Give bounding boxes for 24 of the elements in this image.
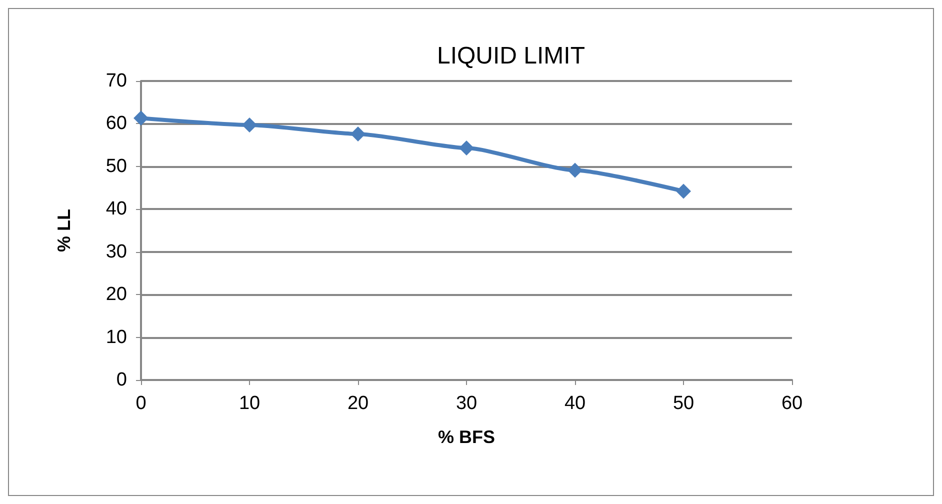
y-tick-label: 0 bbox=[116, 370, 127, 390]
point bbox=[676, 184, 691, 199]
x-axis-title: % BFS bbox=[438, 427, 496, 447]
point bbox=[459, 140, 474, 156]
y-tick-label: 70 bbox=[106, 70, 127, 92]
y-tick-label: 50 bbox=[106, 156, 127, 177]
y-axis-title: % LL bbox=[54, 209, 74, 252]
y-tick-label: 40 bbox=[106, 198, 127, 220]
point bbox=[568, 162, 582, 178]
y-tick-label: 20 bbox=[106, 284, 127, 306]
x-tick-label: 10 bbox=[238, 393, 260, 414]
x-tick-label: 20 bbox=[347, 393, 369, 414]
point bbox=[350, 126, 366, 142]
x-tick-label: 50 bbox=[672, 393, 694, 414]
point bbox=[242, 117, 257, 132]
chart-title: LIQUID LIMIT bbox=[436, 42, 586, 70]
x-tick-label: 60 bbox=[781, 393, 803, 414]
y-tick-label: 30 bbox=[106, 241, 127, 262]
point bbox=[134, 110, 148, 126]
x-tick-label: 0 bbox=[136, 393, 146, 414]
x-tick-label: 40 bbox=[564, 393, 586, 414]
y-tick-label: 10 bbox=[106, 326, 127, 348]
y-tick-label: 60 bbox=[106, 113, 127, 134]
x-tick-label: 30 bbox=[456, 393, 478, 414]
